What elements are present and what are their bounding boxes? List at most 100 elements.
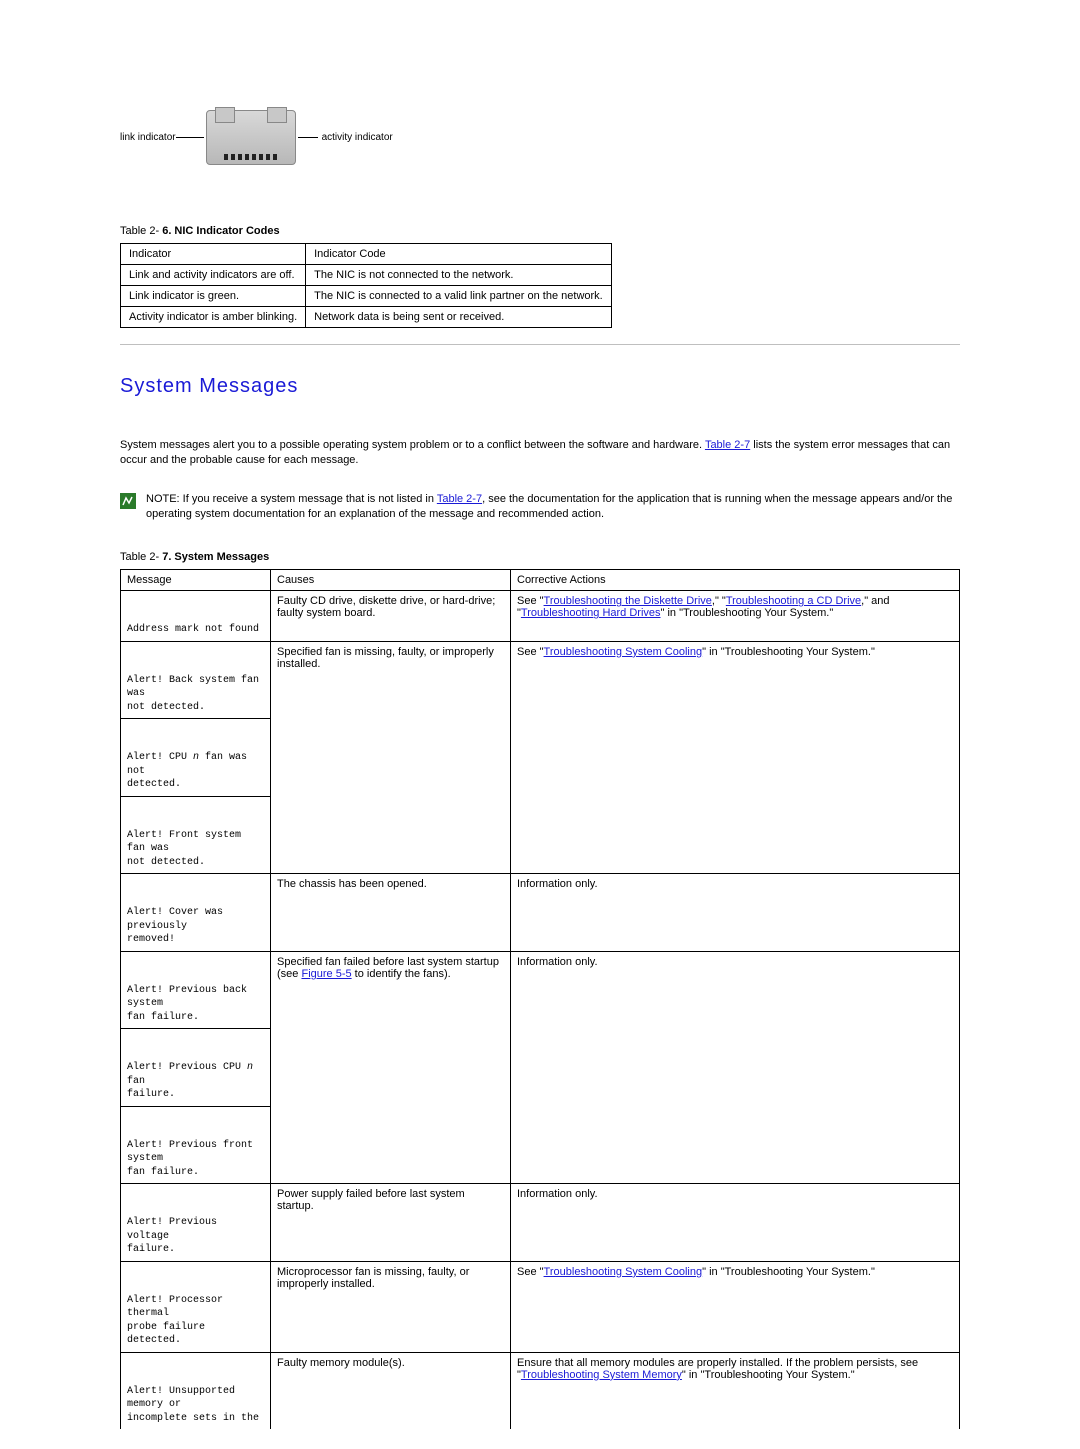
table6-caption-bold: 6. NIC Indicator Codes <box>162 225 279 237</box>
table-row: Link indicator is green. The NIC is conn… <box>121 286 612 307</box>
nic-figure: link indicator activity indicator <box>120 110 960 165</box>
action-pre: See " <box>517 646 544 658</box>
intro-text-pre: System messages alert you to a possible … <box>120 439 705 451</box>
nic-indicator-codes-table: Indicator Indicator Code Link and activi… <box>120 243 612 328</box>
section-heading-system-messages: System Messages <box>120 375 960 398</box>
cause-cell: Power supply failed before last system s… <box>271 1184 511 1262</box>
message-text: Alert! Front system fan was not detected… <box>127 829 264 870</box>
cell: Link indicator is green. <box>121 286 306 307</box>
figure-connector-line <box>176 137 204 138</box>
table7-caption: Table 2- 7. System Messages <box>120 551 960 563</box>
figure-connector-line <box>298 137 318 138</box>
link-troubleshooting-cooling[interactable]: Troubleshooting System Cooling <box>544 1266 703 1278</box>
col-message: Message <box>121 570 271 591</box>
message-cell: Alert! Previous back system fan failure. <box>121 951 271 1029</box>
message-text: Alert! CPU n fan was not detected. <box>127 751 264 792</box>
cell: The NIC is not connected to the network. <box>306 265 612 286</box>
action-cell: See "Troubleshooting System Cooling" in … <box>511 641 960 874</box>
note-label: NOTE: <box>146 493 180 505</box>
nic-port-pins <box>207 154 295 160</box>
document-page: link indicator activity indicator Table … <box>0 0 1080 1449</box>
message-text: Alert! Previous back system fan failure. <box>127 984 264 1025</box>
activity-indicator-label: activity indicator <box>322 132 393 143</box>
table-row: Alert! Previous voltage failure. Power s… <box>121 1184 960 1262</box>
link-troubleshooting-hd[interactable]: Troubleshooting Hard Drives <box>521 607 661 619</box>
intro-paragraph: System messages alert you to a possible … <box>120 438 960 468</box>
system-messages-table: Message Causes Corrective Actions Addres… <box>120 569 960 1429</box>
message-cell: Alert! Cover was previously removed! <box>121 874 271 952</box>
action-post: " in "Troubleshooting Your System." <box>702 1266 875 1278</box>
action-post: " in "Troubleshooting Your System." <box>661 607 834 619</box>
action-post: " in "Troubleshooting Your System." <box>682 1369 855 1381</box>
message-cell: Alert! CPU n fan was not detected. <box>121 719 271 797</box>
action-cell: See "Troubleshooting System Cooling" in … <box>511 1261 960 1352</box>
action-cell: Information only. <box>511 951 960 1184</box>
action-cell: Ensure that all memory modules are prope… <box>511 1352 960 1429</box>
message-text: Alert! Back system fan was not detected. <box>127 674 264 715</box>
message-text: Alert! Previous CPU n fan failure. <box>127 1061 264 1102</box>
cause-post: to identify the fans). <box>352 968 451 980</box>
link-table-2-7[interactable]: Table 2-7 <box>437 493 482 505</box>
link-troubleshooting-memory[interactable]: Troubleshooting System Memory <box>521 1369 682 1381</box>
link-troubleshooting-diskette[interactable]: Troubleshooting the Diskette Drive <box>544 595 712 607</box>
table-header-row: Message Causes Corrective Actions <box>121 570 960 591</box>
cell: The NIC is connected to a valid link par… <box>306 286 612 307</box>
cell: Link and activity indicators are off. <box>121 265 306 286</box>
link-indicator-label: link indicator <box>120 132 176 143</box>
table-row: Alert! Cover was previously removed! The… <box>121 874 960 952</box>
action-cell: See "Troubleshooting the Diskette Drive,… <box>511 591 960 642</box>
table-row: Alert! Back system fan was not detected.… <box>121 641 960 719</box>
cause-cell: Specified fan is missing, faulty, or imp… <box>271 641 511 874</box>
link-figure-5-5[interactable]: Figure 5-5 <box>301 968 351 980</box>
message-text: Alert! Processor thermal probe failure d… <box>127 1294 264 1348</box>
message-cell: Alert! Previous voltage failure. <box>121 1184 271 1262</box>
col-causes: Causes <box>271 570 511 591</box>
message-text: Alert! Previous voltage failure. <box>127 1216 264 1257</box>
note-icon <box>120 493 136 509</box>
table-row: Alert! Unsupported memory or incomplete … <box>121 1352 960 1429</box>
cause-cell: Faulty CD drive, diskette drive, or hard… <box>271 591 511 642</box>
section-divider <box>120 344 960 345</box>
note-text: NOTE: If you receive a system message th… <box>146 492 960 522</box>
action-pre: See " <box>517 1266 544 1278</box>
table-row: Alert! Previous back system fan failure.… <box>121 951 960 1029</box>
table-row: Alert! Processor thermal probe failure d… <box>121 1261 960 1352</box>
message-cell: Address mark not found <box>121 591 271 642</box>
table-row: Activity indicator is amber blinking. Ne… <box>121 307 612 328</box>
message-text: Address mark not found <box>127 623 264 637</box>
action-mid1: ," " <box>712 595 726 607</box>
note-block: NOTE: If you receive a system message th… <box>120 492 960 522</box>
cause-cell: The chassis has been opened. <box>271 874 511 952</box>
action-cell: Information only. <box>511 874 960 952</box>
note-pre: If you receive a system message that is … <box>180 493 437 505</box>
message-cell: Alert! Previous CPU n fan failure. <box>121 1029 271 1107</box>
action-cell: Information only. <box>511 1184 960 1262</box>
col-indicator: Indicator <box>121 244 306 265</box>
message-cell: Alert! Processor thermal probe failure d… <box>121 1261 271 1352</box>
table6-caption-prefix: Table 2- <box>120 225 159 237</box>
table-header-row: Indicator Indicator Code <box>121 244 612 265</box>
action-post: " in "Troubleshooting Your System." <box>702 646 875 658</box>
col-indicator-code: Indicator Code <box>306 244 612 265</box>
table6-caption: Table 2- 6. NIC Indicator Codes <box>120 225 960 237</box>
cause-cell: Faulty memory module(s). <box>271 1352 511 1429</box>
cell: Activity indicator is amber blinking. <box>121 307 306 328</box>
link-table-2-7[interactable]: Table 2-7 <box>705 439 750 451</box>
cause-cell: Specified fan failed before last system … <box>271 951 511 1184</box>
message-text: Alert! Previous front system fan failure… <box>127 1139 264 1180</box>
col-corrective-actions: Corrective Actions <box>511 570 960 591</box>
cause-cell: Microprocessor fan is missing, faulty, o… <box>271 1261 511 1352</box>
nic-port-graphic <box>206 110 296 165</box>
action-pre: See " <box>517 595 544 607</box>
table7-caption-prefix: Table 2- <box>120 551 159 563</box>
cell: Network data is being sent or received. <box>306 307 612 328</box>
message-text: Alert! Unsupported memory or incomplete … <box>127 1385 264 1426</box>
message-cell: Alert! Unsupported memory or incomplete … <box>121 1352 271 1429</box>
message-cell: Alert! Previous front system fan failure… <box>121 1106 271 1184</box>
table7-caption-bold: 7. System Messages <box>162 551 269 563</box>
table-row: Address mark not found Faulty CD drive, … <box>121 591 960 642</box>
link-troubleshooting-cooling[interactable]: Troubleshooting System Cooling <box>544 646 703 658</box>
link-troubleshooting-cd[interactable]: Troubleshooting a CD Drive <box>726 595 861 607</box>
message-cell: Alert! Front system fan was not detected… <box>121 796 271 874</box>
message-cell: Alert! Back system fan was not detected. <box>121 641 271 719</box>
